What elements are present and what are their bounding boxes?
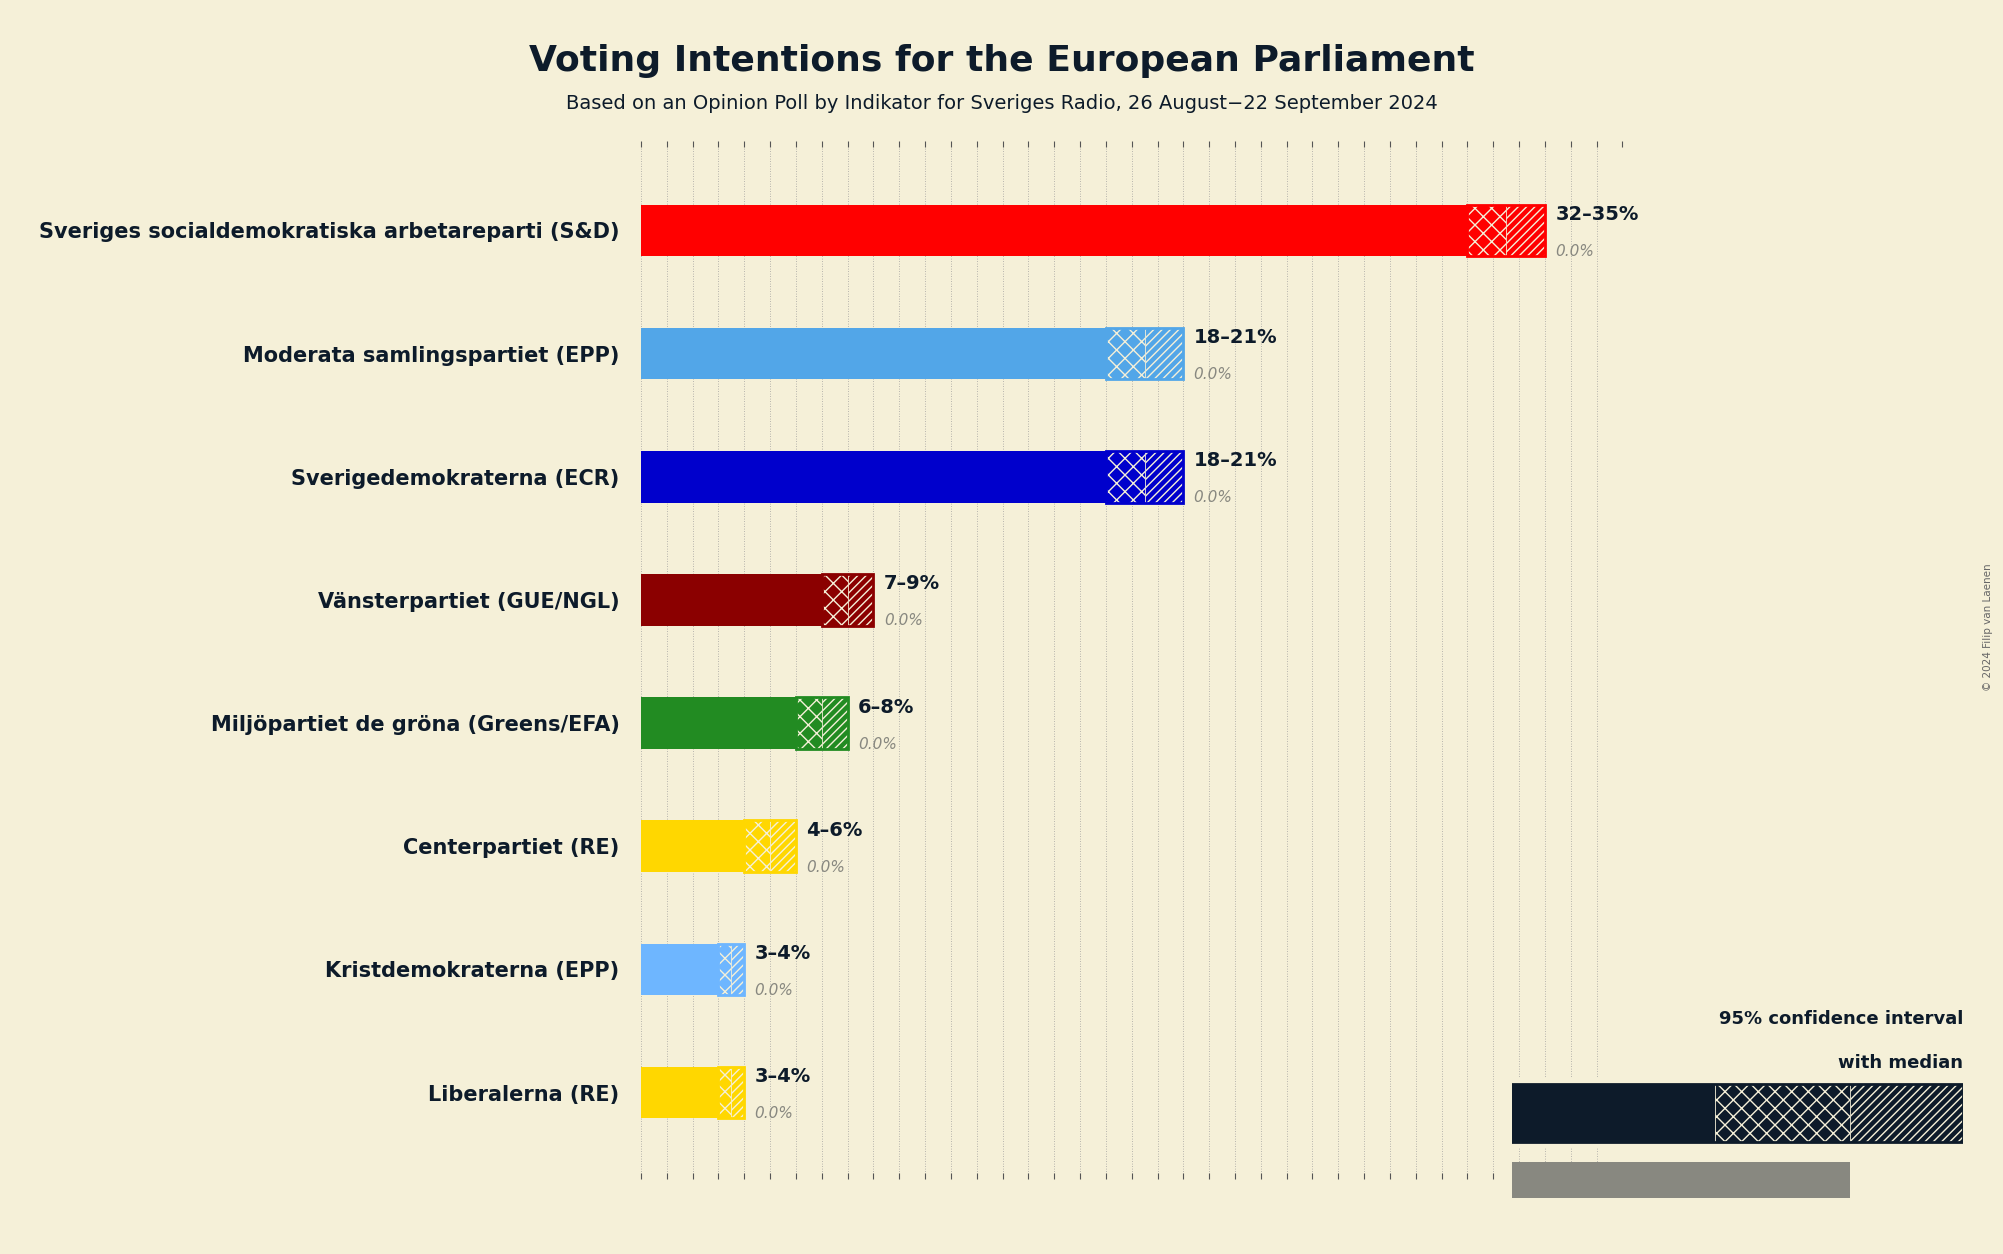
Text: 0.0%: 0.0% [807,860,845,874]
Bar [719,943,731,996]
Bar [821,697,847,749]
Bar [641,327,1106,380]
Bar [641,697,795,749]
Bar [1144,327,1184,380]
Bar [1106,327,1144,380]
Bar [641,574,821,626]
Text: Last result: Last result [1671,1162,1759,1180]
Bar [1715,1083,1851,1142]
Text: 6–8%: 6–8% [857,697,913,716]
Bar [731,1067,745,1119]
Bar [641,943,719,996]
Bar [1851,1083,1963,1142]
Bar [641,820,745,872]
Text: 3–4%: 3–4% [755,1067,811,1086]
Bar [641,1067,719,1119]
Text: 3–4%: 3–4% [755,944,811,963]
Bar [847,574,873,626]
Bar [769,820,795,872]
Text: 18–21%: 18–21% [1194,451,1278,470]
Text: 0.0%: 0.0% [755,1106,793,1121]
Bar [719,1067,731,1119]
Text: Based on an Opinion Poll by Indikator for Sveriges Radio, 26 August−22 September: Based on an Opinion Poll by Indikator fo… [565,94,1438,113]
Text: 0.0%: 0.0% [883,613,923,628]
Bar [1512,1083,1963,1142]
Bar [641,451,1106,503]
Text: 0.0%: 0.0% [1194,367,1232,382]
Bar [1144,451,1184,503]
Bar [1512,1083,1715,1142]
Text: © 2024 Filip van Laenen: © 2024 Filip van Laenen [1983,563,1993,691]
Text: 0.0%: 0.0% [1194,490,1232,505]
Bar [641,204,1468,256]
Text: 0.0%: 0.0% [755,983,793,998]
Text: 0.0%: 0.0% [857,736,897,751]
Bar [731,943,745,996]
Bar [1468,204,1506,256]
Bar [821,574,847,626]
Text: 18–21%: 18–21% [1194,329,1278,347]
Text: 7–9%: 7–9% [883,574,939,593]
Text: 4–6%: 4–6% [807,820,863,840]
Text: 95% confidence interval: 95% confidence interval [1719,1011,1963,1028]
Text: 32–35%: 32–35% [1554,204,1638,224]
Bar [1506,204,1544,256]
Text: 0.0%: 0.0% [1554,243,1594,258]
Bar [745,820,769,872]
Text: Voting Intentions for the European Parliament: Voting Intentions for the European Parli… [529,44,1474,78]
Text: with median: with median [1839,1055,1963,1072]
Bar [795,697,821,749]
Bar [1106,451,1144,503]
